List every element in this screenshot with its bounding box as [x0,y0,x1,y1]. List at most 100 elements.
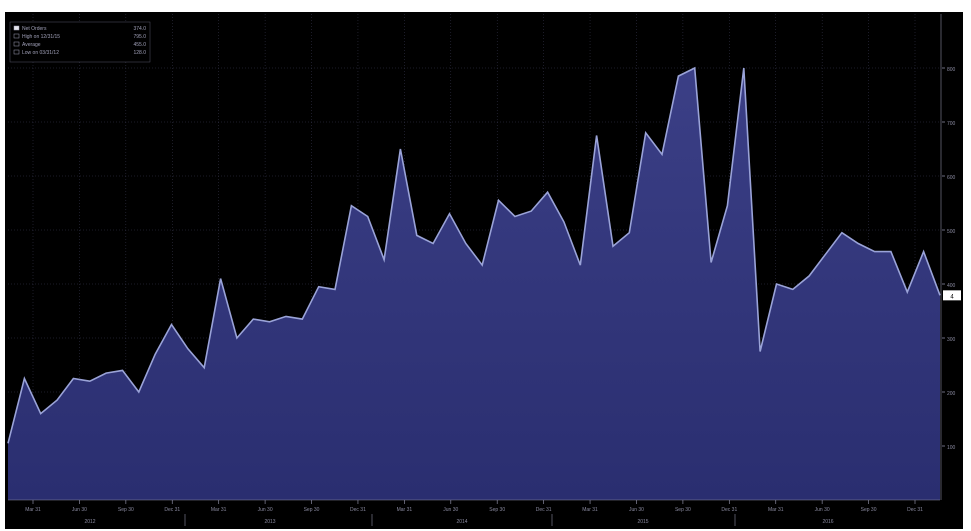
data-point [644,132,646,134]
x-tick-label: Sep 30 [675,507,691,513]
data-point [563,221,565,223]
data-point [383,259,385,261]
legend-value: 795.0 [133,34,146,40]
data-point [399,148,401,150]
y-tick-label: 200 [947,391,956,397]
data-point [514,215,516,217]
y-tick-label: 500 [947,229,956,235]
year-label: 2016 [822,519,833,525]
series-line [7,66,941,444]
last-value-badge: 4 [943,290,961,301]
data-point [138,391,140,393]
x-tick-label: Jun 30 [72,507,87,513]
y-tick-label: 800 [947,67,956,73]
legend-label: Net Orders [22,26,47,32]
x-tick-label: Mar 31 [768,507,784,513]
data-point [497,199,499,201]
data-point [465,242,467,244]
legend-label: High on 12/31/15 [22,34,60,40]
data-point [416,234,418,236]
data-point [628,232,630,234]
data-point [530,210,532,212]
series-area [8,68,940,500]
data-point [7,442,9,444]
x-tick-label: Sep 30 [489,507,505,513]
data-point [841,232,843,234]
x-tick-label: Mar 31 [25,507,41,513]
year-label: 2012 [84,519,95,525]
x-axis: Mar 31 Jun 30 Sep 30 Dec 31 Mar 31 Jun 30 Sep … [8,499,940,513]
data-point [268,321,270,323]
x-tick-label: Dec 31 [721,507,737,513]
x-tick-label: Sep 30 [861,507,877,513]
data-point [236,337,238,339]
data-point [105,372,107,374]
data-point [808,275,810,277]
legend-label: Low on 03/31/12 [22,50,59,56]
year-labels: 2012 2013 2014 2015 2016 [84,514,834,526]
data-point [710,261,712,263]
y-tick-label: 700 [947,121,956,127]
data-point [775,283,777,285]
y-tick-label: 600 [947,175,956,181]
last-value-box [943,290,961,301]
data-point [661,153,663,155]
x-tick-label: Mar 31 [582,507,598,513]
data-point [317,286,319,288]
year-label: 2013 [264,519,275,525]
x-tick-label: Jun 30 [258,507,273,513]
legend: Net Orders 374.0 High on 12/31/15 795.0 Aver… [9,21,151,63]
legend-value: 128.0 [133,50,146,56]
legend-value: 374.0 [133,26,146,32]
data-point [595,134,597,136]
data-point [612,245,614,247]
data-point [350,205,352,207]
legend-box [9,21,151,63]
legend-swatch [13,33,20,39]
data-point [72,377,74,379]
data-point [23,377,25,379]
year-label: 2014 [456,519,467,525]
data-point [857,242,859,244]
data-point [203,367,205,369]
x-tick-label: Jun 30 [443,507,458,513]
data-point [481,264,483,266]
y-tick-label: 300 [947,337,956,343]
data-point [546,191,548,193]
data-point [726,205,728,207]
legend-label: Average [22,42,41,48]
x-tick-label: Sep 30 [304,507,320,513]
data-point [334,288,336,290]
legend-swatch [13,41,20,47]
data-point [759,350,761,352]
data-point [743,67,745,69]
data-point [301,318,303,320]
x-tick-label: Jun 30 [629,507,644,513]
data-point [154,353,156,355]
x-tick-label: Dec 31 [164,507,180,513]
x-tick-label: Dec 31 [907,507,923,513]
legend-swatch [13,25,20,31]
data-point [694,67,696,69]
x-tick-label: Mar 31 [211,507,227,513]
data-point [56,399,58,401]
data-point [824,253,826,255]
data-point [432,242,434,244]
x-tick-label: Dec 31 [536,507,552,513]
y-tick-label: 400 [947,283,956,289]
data-point [219,277,221,279]
data-point [367,215,369,217]
data-point [677,75,679,77]
data-point [285,315,287,317]
data-point [89,380,91,382]
last-value-text: 4 [950,294,954,300]
x-tick-label: Jun 30 [815,507,830,513]
data-point [890,250,892,252]
data-point [579,264,581,266]
legend-value: 455.0 [133,42,146,48]
y-axis: 100 200 300 400 500 600 700 800 [940,14,956,500]
data-point [906,291,908,293]
data-point [187,348,189,350]
